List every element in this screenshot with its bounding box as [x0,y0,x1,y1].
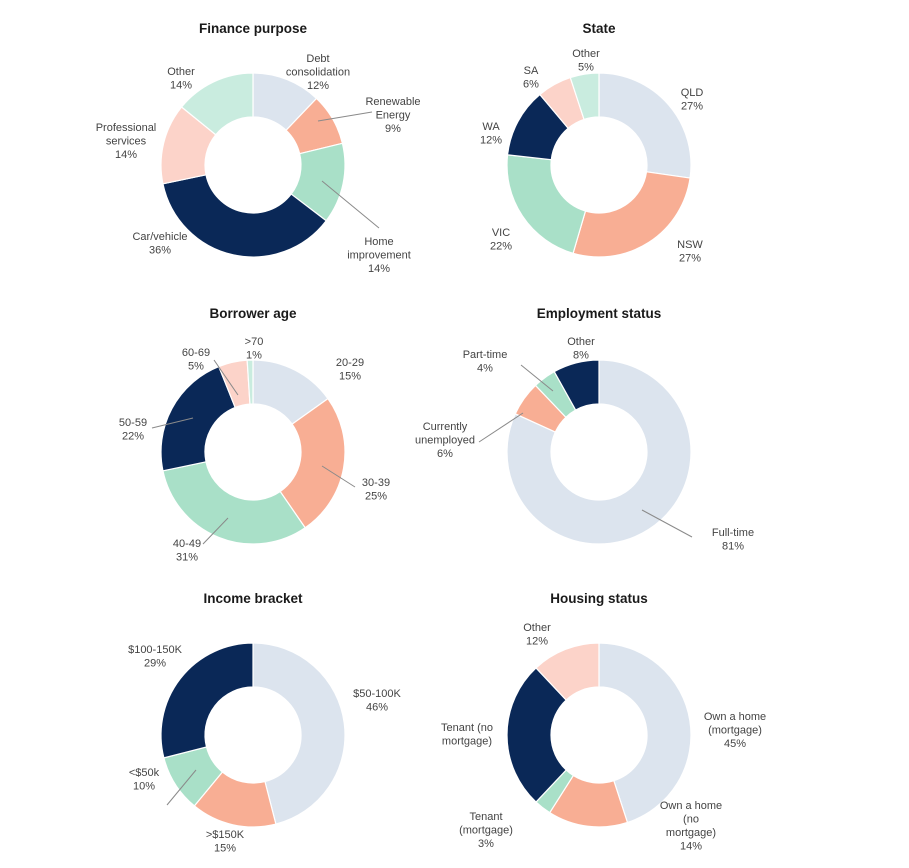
leader-line [520,364,554,392]
chart-title: Borrower age [209,306,297,321]
slice-label-other: Other 5% [572,48,600,74]
slice-full-time [506,359,692,545]
slice-label-debt-consolidation: Debt consolidation 12% [286,53,350,92]
slice-50-59 [160,365,236,472]
slice-label-vic: VIC 22% [490,227,512,253]
slice-other [553,359,600,411]
slice-nsw [572,171,691,258]
slice-label-tenant-no-mortgage: Tenant (no mortgage) [441,722,493,748]
slice-label-own-a-home-no-mortgage: Own a home (no mortgage) 14% [660,800,722,853]
slice-label-60-69: 60-69 5% [182,347,210,373]
donut-chart-borrower-age: Borrower age 20-29 15% 30-39 25% 40-49 31% 50-5… [119,306,390,564]
donut-chart-finance-purpose: Finance purpose Debt consolidation 12% Renew… [96,21,421,275]
slice-label-other: Other 12% [523,622,551,648]
chart-title: Finance purpose [199,21,308,36]
donut-chart-state: State QLD 27% NSW 27% VIC 22% WA 12% SA 6% Other 5% [480,21,703,265]
donut-chart-housing-status: Housing status Own a home (mortgage) 45% Own… [441,591,766,853]
slice-label-70: >70 1% [245,336,264,362]
chart-title: Employment status [537,306,662,321]
leader-line [321,465,356,488]
chart-title: Income bracket [203,591,303,606]
slice-own-a-home-mortgage [598,642,692,824]
slice-label-other: Other 8% [567,336,595,362]
leader-line [213,359,239,396]
slice-100-150k [160,642,254,759]
slice-car-vehicle [162,174,328,258]
slice-label-currently-unemployed: Currently unemployed 6% [415,421,475,460]
slice-label-own-a-home-mortgage: Own a home (mortgage) 45% [704,711,766,750]
slice-label-20-29: 20-29 15% [336,357,364,383]
slice-qld [598,72,692,179]
slice-tenant-no-mortgage [506,667,567,803]
slice-label-home-improvement: Home improvement 14% [347,236,411,275]
leader-line [202,517,229,545]
slice-50-100k [252,642,346,825]
leader-line [151,417,194,429]
slice-vic [506,154,587,255]
slice-label-part-time: Part-time 4% [463,349,508,375]
leader-line [317,111,373,122]
slice-other [535,642,600,701]
chart-title: State [582,21,616,36]
slice-label-50-100k: $50-100K 46% [353,688,401,714]
slice-label-professional-services: Professional services 14% [96,122,157,161]
slice-30-39 [279,397,346,529]
slice-label-50k: <$50k 10% [129,767,160,793]
slice-label-100-150k: $100-150K 29% [128,644,182,670]
slice-label-nsw: NSW 27% [677,239,703,265]
slice-label-150k: >$150K 15% [206,829,245,855]
slice-label-wa: WA 12% [480,121,502,147]
slice-label-renewable-energy: Renewable Energy 9% [365,96,420,135]
donut-chart-employment-status: Employment status Full-time 81% Currently un… [415,306,754,553]
slice-label-tenant-mortgage: Tenant (mortgage) 3% [459,811,513,850]
slice-label-sa: SA 6% [523,65,539,91]
slice-label-car-vehicle: Car/vehicle 36% [132,231,187,257]
slice-label-30-39: 30-39 25% [362,477,390,503]
slice-label-40-49: 40-49 31% [173,538,201,564]
chart-title: Housing status [550,591,648,606]
slice-label-other: Other 14% [167,66,195,92]
slice-other [180,72,254,136]
slice-70 [246,359,254,405]
leader-line [321,180,380,229]
slice-label-qld: QLD 27% [681,87,704,113]
leader-line [641,509,693,538]
donut-chart-income-bracket: Income bracket $50-100K 46% >$150K 15% <$50k 1… [128,591,401,855]
slice-other [569,72,600,121]
slice-label-50-59: 50-59 22% [119,417,147,443]
leader-line [478,412,524,443]
slice-40-49 [162,461,307,545]
slice-label-full-time: Full-time 81% [712,527,754,553]
leader-line [166,769,197,806]
